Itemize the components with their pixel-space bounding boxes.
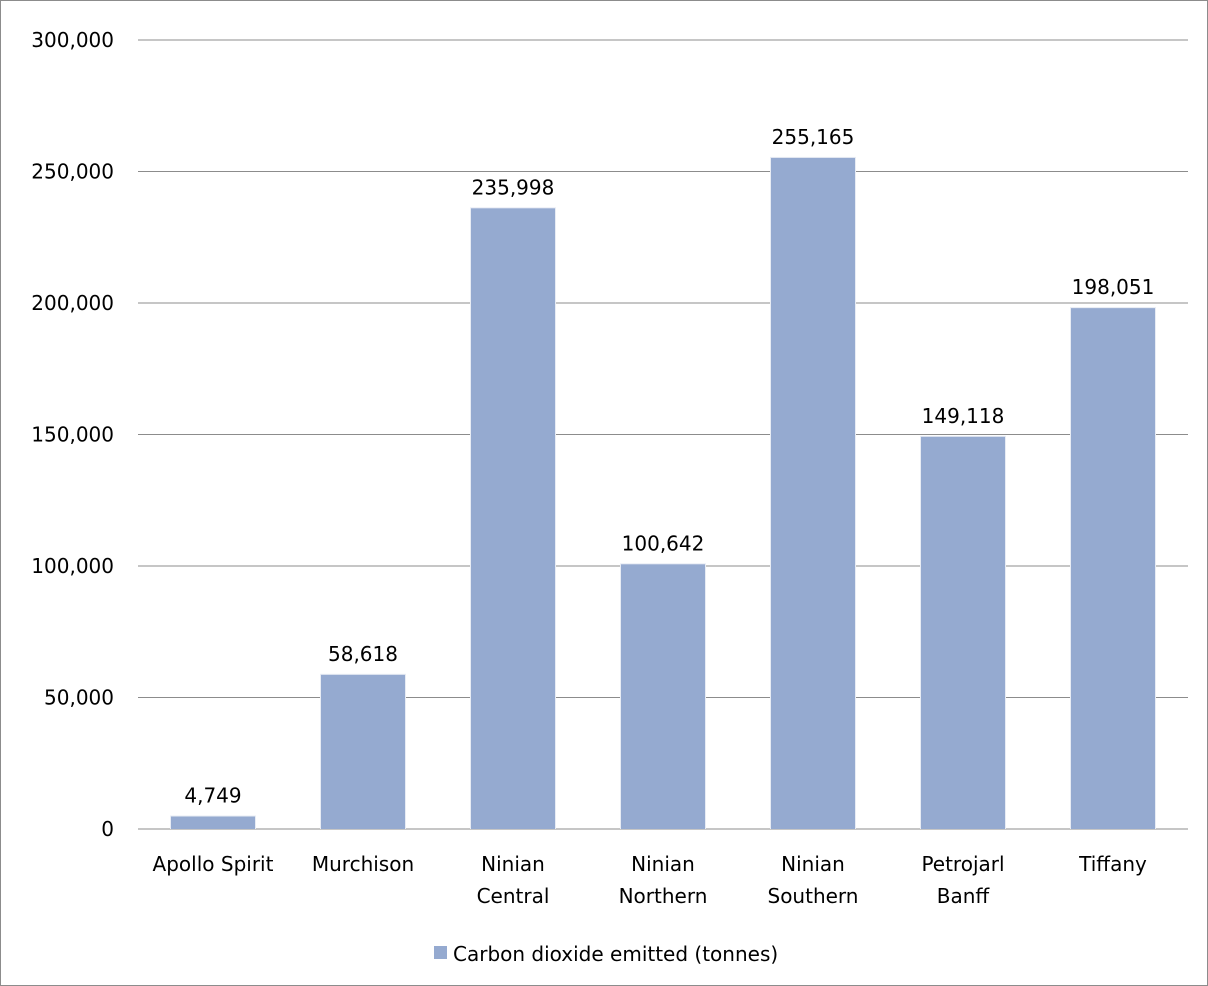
y-tick-label: 150,000 xyxy=(31,423,114,447)
y-tick-label: 100,000 xyxy=(31,554,114,578)
bar xyxy=(1071,308,1155,830)
data-label: 255,165 xyxy=(772,125,855,149)
bar xyxy=(921,436,1005,829)
x-tick-label: Murchison xyxy=(312,852,414,876)
legend-label: Carbon dioxide emitted (tonnes) xyxy=(453,942,778,966)
data-label: 235,998 xyxy=(472,175,555,199)
data-label: 4,749 xyxy=(184,784,241,808)
data-label: 58,618 xyxy=(328,642,398,666)
x-tick-label: Banff xyxy=(937,884,991,908)
legend-swatch xyxy=(434,946,447,959)
bar xyxy=(621,564,705,829)
data-label: 100,642 xyxy=(622,531,705,555)
data-label: 149,118 xyxy=(922,404,1005,428)
x-tick-label: Petrojarl xyxy=(921,852,1004,876)
bar xyxy=(321,674,405,829)
x-tick-label: Southern xyxy=(768,884,859,908)
y-tick-label: 50,000 xyxy=(44,686,114,710)
y-tick-label: 250,000 xyxy=(31,160,114,184)
x-tick-label: Tiffany xyxy=(1078,852,1147,876)
data-label: 198,051 xyxy=(1072,275,1155,299)
x-tick-label: Ninian xyxy=(781,852,845,876)
x-tick-label: Apollo Spirit xyxy=(153,852,274,876)
x-tick-label: Northern xyxy=(619,884,708,908)
bar xyxy=(471,208,555,829)
x-tick-label: Ninian xyxy=(631,852,695,876)
x-tick-label: Ninian xyxy=(481,852,545,876)
x-tick-label: Central xyxy=(477,884,550,908)
bar xyxy=(171,816,255,829)
bar xyxy=(771,157,855,830)
y-tick-label: 0 xyxy=(101,817,114,841)
y-tick-label: 300,000 xyxy=(31,28,114,52)
y-tick-label: 200,000 xyxy=(31,291,114,315)
